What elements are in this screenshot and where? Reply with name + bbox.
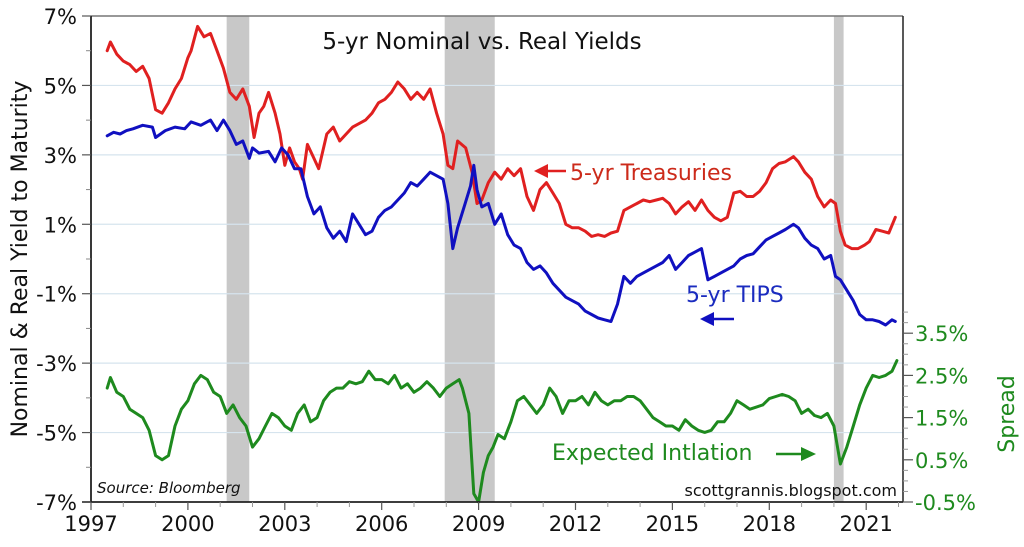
series-line-5-yr-treasuries <box>105 24 897 251</box>
x-tick-label: 2015 <box>646 512 699 536</box>
treasuries-annotation: 5-yr Treasuries <box>534 161 732 186</box>
recession-band <box>833 16 844 502</box>
credit-note: scottgrannis.blogspot.com <box>684 481 897 500</box>
tips-arrow-head <box>700 312 714 326</box>
y-tick-label: -3% <box>36 352 77 376</box>
tick-labels: 7% 5% 3% 1% -1% -3% -5% -7%1997 2000 2003 2006 2009… <box>36 5 976 536</box>
gridlines <box>91 84 903 434</box>
source-note: Source: Bloomberg <box>97 479 241 497</box>
y-tick-label: 5% <box>44 74 77 98</box>
y-tick-label: -7% <box>36 491 77 515</box>
x-tick-label: 2009 <box>452 512 505 536</box>
x-tick-label: 2003 <box>258 512 311 536</box>
x-tick-label: 2012 <box>549 512 602 536</box>
y-tick-label: 7% <box>44 5 77 29</box>
y2-tick-label: 1.5% <box>915 407 968 431</box>
x-tick-label: 2000 <box>161 512 214 536</box>
recession-shading-layer <box>226 16 844 502</box>
tips-label: 5-yr TIPS <box>686 283 784 308</box>
y2-tick-label: 2.5% <box>915 364 968 388</box>
inflation-label: Expected Intlation <box>552 441 752 466</box>
series-layer <box>105 24 899 504</box>
tips-annotation: 5-yr TIPS <box>686 283 784 326</box>
y2-tick-label: -0.5% <box>915 491 976 515</box>
y-tick-label: 3% <box>44 144 77 168</box>
y-axis-label: Nominal & Real Yield to Maturity <box>8 81 33 438</box>
inflation-annotation: Expected Intlation <box>552 441 816 466</box>
y2-tick-label: 3.5% <box>915 322 968 346</box>
y-tick-label: -5% <box>36 422 77 446</box>
x-tick-label: 2006 <box>355 512 408 536</box>
series-line-expected-inflation <box>105 359 899 504</box>
x-tick-label: 2021 <box>839 512 892 536</box>
chart-title: 5-yr Nominal vs. Real Yields <box>322 29 641 55</box>
x-tick-label: 2018 <box>743 512 796 536</box>
treasuries-arrow-head <box>534 164 548 178</box>
x-tick-label: 1997 <box>64 512 117 536</box>
treasuries-label: 5-yr Treasuries <box>570 161 732 186</box>
y-tick-label: -1% <box>36 283 77 307</box>
inflation-arrow-head <box>801 447 816 461</box>
y2-axis-label: Spread <box>995 375 1020 452</box>
series-line-5-yr-tips <box>105 118 897 327</box>
y2-tick-label: 0.5% <box>915 449 968 473</box>
y-tick-label: 1% <box>44 213 77 237</box>
